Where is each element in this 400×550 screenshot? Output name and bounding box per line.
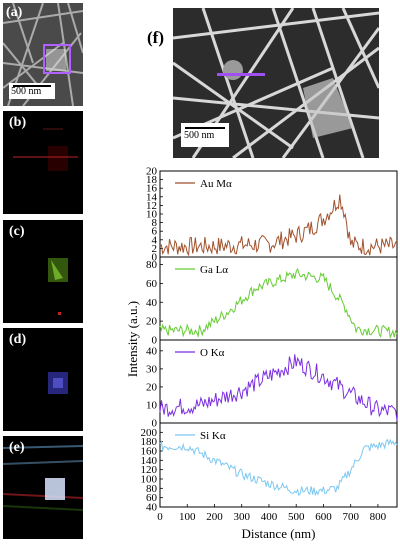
scale-bar-a-text: 500 nm — [11, 86, 42, 97]
legend-label: Si Kα — [200, 430, 226, 442]
series-line — [159, 354, 398, 421]
plot-frame — [159, 170, 398, 258]
scale-bar-f-line — [185, 127, 225, 129]
panel-e-label: (e) — [9, 440, 25, 455]
x-tick-label: 500 — [288, 511, 305, 523]
y-tick-label: 120 — [141, 464, 158, 476]
x-tick-label: 300 — [233, 511, 250, 523]
line-scan-marker — [217, 73, 265, 76]
y-tick-label: 20 — [146, 381, 158, 393]
y-tick-label: 80 — [146, 483, 158, 495]
combined-map-dots — [3, 445, 83, 511]
y-tick-label: 2 — [152, 243, 158, 255]
y-tick-label: 80 — [146, 259, 158, 271]
y-tick-label: 0 — [152, 418, 158, 430]
y-tick-label: 8 — [152, 217, 158, 229]
y-tick-label: 10 — [146, 209, 158, 221]
x-tick-label: 800 — [370, 511, 387, 523]
panel-e-combined-map: (e) — [3, 436, 83, 539]
y-tick-label: 20 — [146, 316, 158, 328]
y-axis-title: Intensity (a.u.) — [125, 301, 140, 377]
legend-label: O Kα — [200, 347, 225, 359]
y-tick-label: 16 — [146, 183, 158, 195]
x-tick-label: 200 — [206, 511, 223, 523]
plot-frame — [159, 339, 398, 424]
ga-map-dots — [48, 258, 68, 315]
y-tick-label: 14 — [146, 191, 158, 203]
scale-bar-a-line — [13, 85, 51, 87]
scale-bar-f: 500 nm — [181, 123, 229, 147]
y-tick-label: 4 — [152, 234, 158, 246]
y-tick-label: 60 — [146, 278, 158, 290]
y-tick-label: 200 — [141, 427, 158, 439]
panel-c-label: (c) — [9, 224, 25, 239]
panel-b-label: (b) — [9, 115, 27, 130]
y-tick-label: 100 — [141, 474, 158, 486]
y-tick-label: 40 — [146, 502, 158, 514]
x-axis-title: Distance (nm) — [241, 526, 315, 541]
panel-f-sem-image: 500 nm — [173, 8, 379, 158]
scale-bar-f-text: 500 nm — [184, 130, 215, 141]
y-tick-label: 60 — [146, 492, 158, 504]
panel-d-o-map: (d) — [3, 328, 83, 431]
y-tick-label: 40 — [146, 297, 158, 309]
y-tick-label: 12 — [146, 200, 157, 212]
x-tick-label: 100 — [179, 511, 196, 523]
y-tick-label: 0 — [152, 252, 158, 264]
x-tick-label: 700 — [342, 511, 359, 523]
y-tick-label: 180 — [141, 436, 158, 448]
y-tick-label: 0 — [152, 335, 158, 347]
series-line — [159, 267, 398, 340]
panel-a-label: (a) — [6, 5, 23, 20]
y-tick-label: 18 — [146, 174, 158, 186]
x-tick-label: 400 — [261, 511, 278, 523]
plot-frame — [159, 256, 398, 341]
x-tick-label: 600 — [315, 511, 332, 523]
y-tick-label: 6 — [152, 226, 158, 238]
panel-a-sem-image: (a) 500 nm — [3, 3, 83, 106]
y-tick-label: 30 — [146, 363, 158, 375]
y-tick-label: 140 — [141, 455, 158, 467]
legend-label: Au Mα — [200, 178, 232, 190]
selection-box — [43, 44, 71, 74]
panel-d-label: (d) — [9, 332, 27, 347]
plot-frame — [159, 422, 398, 508]
legend-label: Ga Lα — [200, 264, 228, 276]
panel-f-label: (f) — [147, 28, 164, 47]
y-tick-label: 10 — [146, 399, 158, 411]
y-tick-label: 20 — [146, 166, 158, 178]
series-line — [159, 194, 398, 257]
scale-bar-a: 500 nm — [9, 83, 55, 99]
au-map-dots — [13, 128, 78, 171]
series-line — [159, 438, 398, 497]
y-tick-label: 40 — [146, 345, 158, 357]
panel-b-au-map: (b) — [3, 111, 83, 214]
o-map-dots — [48, 372, 68, 394]
x-tick-label: 0 — [157, 511, 163, 523]
panel-c-ga-map: (c) — [3, 220, 83, 323]
y-tick-label: 160 — [141, 446, 158, 458]
